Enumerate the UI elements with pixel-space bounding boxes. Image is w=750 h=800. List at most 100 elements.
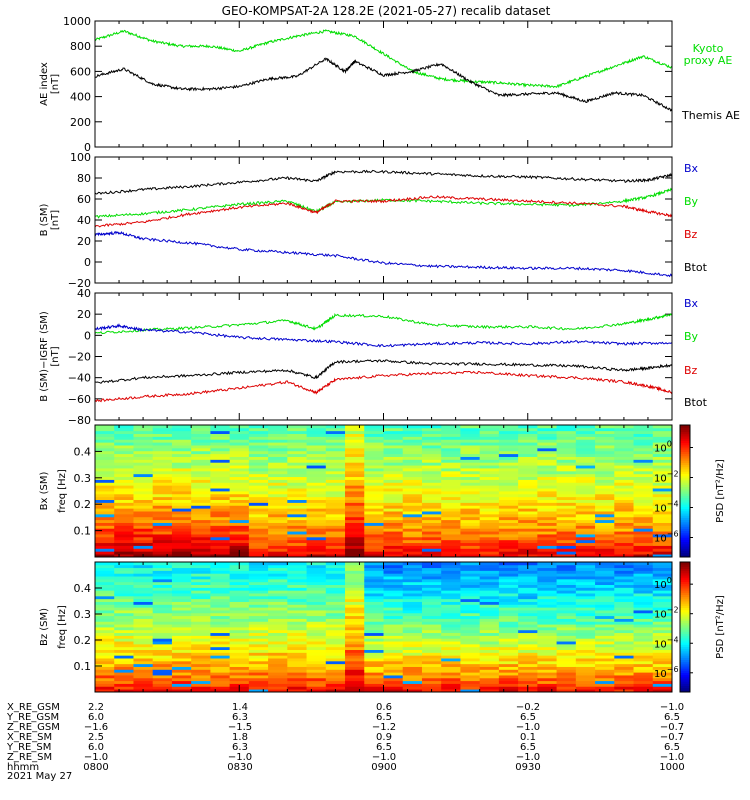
heatmap-cell bbox=[114, 516, 134, 521]
heatmap-cell bbox=[364, 578, 384, 583]
heatmap-cell bbox=[421, 513, 442, 518]
heatmap-cell bbox=[325, 635, 346, 639]
heatmap-cell bbox=[191, 581, 211, 586]
heatmap-cell bbox=[364, 624, 384, 628]
heatmap-cell bbox=[325, 658, 346, 662]
heatmap-cell bbox=[210, 590, 231, 594]
heatmap-cell bbox=[537, 584, 557, 588]
heatmap-cell bbox=[479, 450, 500, 455]
heatmap-cell bbox=[345, 638, 365, 642]
heatmap-cell bbox=[633, 488, 654, 492]
heatmap-cell bbox=[402, 587, 423, 591]
heatmap-cell bbox=[537, 562, 557, 566]
orbit-value: 6.3 bbox=[232, 712, 248, 723]
heatmap-cell bbox=[575, 629, 596, 634]
heatmap-cell bbox=[287, 519, 307, 523]
heatmap-cell bbox=[114, 525, 134, 529]
heatmap-cell bbox=[229, 584, 250, 588]
heatmap-cell bbox=[306, 499, 327, 503]
heatmap-cell bbox=[537, 508, 557, 512]
heatmap-cell bbox=[345, 456, 365, 460]
colorbar-step bbox=[680, 663, 690, 667]
heatmap-cell bbox=[460, 658, 481, 662]
heatmap-cell bbox=[229, 502, 250, 506]
heatmap-cell bbox=[268, 430, 288, 435]
heatmap-cell bbox=[460, 513, 481, 518]
heatmap-cell bbox=[345, 551, 365, 555]
heatmap-cell bbox=[133, 442, 154, 446]
heatmap-cell bbox=[95, 488, 115, 492]
heatmap-cell bbox=[364, 646, 384, 651]
heatmap-cell bbox=[652, 511, 673, 515]
heatmap-cell bbox=[248, 562, 269, 566]
heatmap-cell bbox=[460, 442, 481, 446]
heatmap-cell bbox=[114, 456, 134, 460]
heatmap-cell bbox=[152, 675, 173, 679]
heatmap-cell bbox=[575, 680, 596, 684]
heatmap-cell bbox=[229, 522, 250, 526]
heatmap-cell bbox=[325, 593, 346, 597]
heatmap-cell bbox=[518, 643, 538, 648]
heatmap-cell bbox=[633, 675, 654, 679]
heatmap-cell bbox=[479, 584, 500, 588]
colorbar-step bbox=[680, 455, 690, 459]
heatmap-cell bbox=[364, 511, 384, 515]
heatmap-cell bbox=[191, 433, 211, 437]
heatmap-cell bbox=[268, 578, 288, 583]
heatmap-cell bbox=[248, 462, 269, 466]
heatmap-cell bbox=[114, 508, 134, 512]
heatmap-cell bbox=[268, 638, 288, 642]
heatmap-cell bbox=[537, 542, 557, 546]
heatmap-cell bbox=[460, 686, 481, 690]
heatmap-cell bbox=[479, 581, 500, 586]
heatmap-cell bbox=[191, 531, 211, 535]
heatmap-cell bbox=[191, 473, 211, 478]
heatmap-cell bbox=[421, 646, 442, 651]
heatmap-cell bbox=[595, 610, 615, 614]
heatmap-cell bbox=[498, 601, 519, 605]
colorbar-step bbox=[680, 611, 690, 615]
heatmap-cell bbox=[575, 508, 596, 512]
heatmap-cell bbox=[306, 459, 327, 463]
heatmap-cell bbox=[460, 462, 481, 466]
heatmap-cell bbox=[633, 491, 654, 495]
colorbar-step bbox=[680, 447, 690, 450]
heatmap-cell bbox=[595, 442, 615, 446]
heatmap-cell bbox=[345, 629, 365, 634]
heatmap-cell bbox=[210, 576, 231, 580]
heatmap-cell bbox=[248, 663, 269, 667]
heatmap-cell bbox=[171, 516, 192, 521]
heatmap-cell bbox=[421, 482, 442, 486]
heatmap-cell bbox=[152, 595, 173, 600]
heatmap-cell bbox=[498, 445, 519, 449]
heatmap-cell bbox=[556, 462, 577, 466]
heatmap-cell bbox=[595, 638, 615, 642]
heatmap-cell bbox=[95, 522, 115, 526]
heatmap-cell bbox=[652, 470, 673, 475]
heatmap-cell bbox=[460, 587, 481, 591]
heatmap-cell bbox=[614, 675, 634, 679]
heatmap-cell bbox=[95, 505, 115, 509]
heatmap-cell bbox=[345, 496, 365, 501]
heatmap-cell bbox=[441, 536, 461, 541]
heatmap-cell bbox=[479, 655, 500, 659]
heatmap-cell bbox=[518, 542, 538, 546]
heatmap-cell bbox=[133, 528, 154, 532]
heatmap-cell bbox=[229, 646, 250, 651]
heatmap-cell bbox=[191, 462, 211, 466]
heatmap-cell bbox=[268, 635, 288, 639]
heatmap-cell bbox=[633, 505, 654, 509]
y-tick-label: 0.3 bbox=[74, 608, 92, 621]
colorbar-step bbox=[680, 497, 690, 501]
orbit-value: 6.5 bbox=[664, 712, 680, 723]
heatmap-cell bbox=[306, 525, 327, 529]
heatmap-cell bbox=[575, 570, 596, 574]
heatmap-cell bbox=[325, 456, 346, 460]
heatmap-cell bbox=[556, 491, 577, 495]
heatmap-cell bbox=[575, 610, 596, 614]
heatmap-cell bbox=[441, 660, 461, 665]
heatmap-cell bbox=[95, 666, 115, 670]
heatmap-cell bbox=[614, 607, 634, 611]
heatmap-cell bbox=[402, 545, 423, 549]
heatmap-cell bbox=[210, 562, 231, 566]
